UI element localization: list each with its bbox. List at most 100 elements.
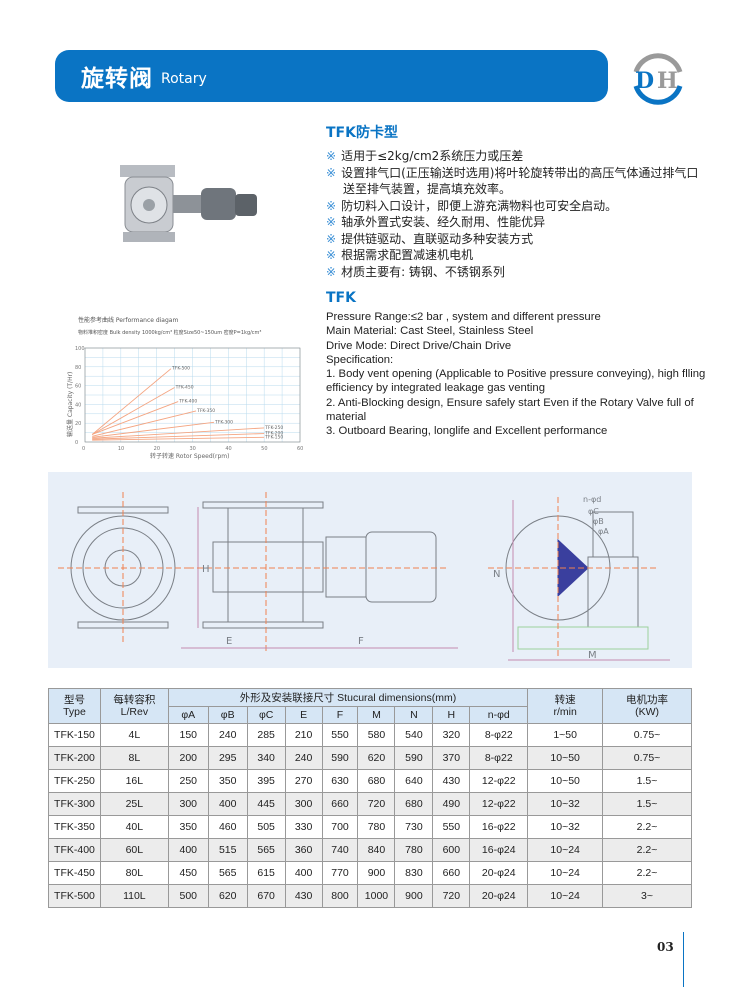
table-cell: 2.2~ [602,838,692,862]
table-cell: 10~24 [527,884,604,908]
table-cell: 10~32 [527,815,604,839]
label-H: H [202,564,210,575]
x-tick-label: 0 [82,446,85,452]
table-row: TFK-500 110L 500 620 670 430 800 1000 900 720 20-φ… [48,884,692,908]
table-cell: 0.75~ [602,723,692,747]
spec-line: 2. Anti-Blocking design, Ensure safely s… [326,396,694,424]
feature-item: ※ 材质主要有: 铸钢、不锈钢系列 [326,264,706,281]
table-cell: TFK-300 [48,792,101,816]
svg-text:H: H [657,68,678,94]
side-view [181,492,458,652]
table-cell: 12-φ22 [469,769,529,793]
table-cell: 780 [394,838,434,862]
series-label: TFK-450 [175,384,194,390]
label-E: E [226,636,232,647]
section-banner: 旋转阀 Rotary [55,50,608,102]
col-dim: E [284,706,323,724]
table-cell: 3~ [602,884,692,908]
table-row: TFK-400 60L 400 515 565 360 740 840 780 600 16-φ24… [48,838,692,862]
table-cell: TFK-450 [48,861,101,885]
feature-item: ※ 根据需求配置减速机电机 [326,247,706,264]
table-cell: 590 [321,746,359,770]
series-line [92,436,265,441]
feature-item: ※ 提供链驱动、直联驱动多种安装方式 [326,231,706,248]
table-cell: 400 [167,838,209,862]
section-title-en: Rotary [161,71,207,87]
table-row: TFK-200 8L 200 295 340 240 590 620 590 370 8-φ22 10… [48,746,692,770]
label-B: φB [593,517,604,526]
table-cell: 680 [394,792,434,816]
label-M: M [588,650,597,661]
bullet-mark: ※ [326,149,337,163]
table-cell: 540 [394,723,434,747]
table-cell: 0.75~ [602,746,692,770]
col-dim: H [432,706,471,724]
col-dim: n-φd [469,706,529,724]
table-cell: 660 [321,792,359,816]
table-cell: 600 [432,838,471,862]
feature-item: ※ 防切料入口设计，即便上游充满物料也可安全启动。 [326,198,706,215]
table-cell: 10~50 [527,769,604,793]
series-line [92,433,265,440]
feature-text: 提供链驱动、直联驱动多种安装方式 [341,231,534,246]
col-dim: φC [246,706,286,724]
series-line [92,401,179,435]
table-cell: 16L [99,769,169,793]
series-line [91,387,175,435]
table-row: TFK-350 40L 350 460 505 330 700 780 730 550 16-φ22… [48,815,692,839]
table-cell: 16-φ24 [469,838,529,862]
spec-line: Main Material: Cast Steel, Stainless Ste… [326,325,534,338]
table-cell: 10~24 [527,838,604,862]
specs-list: Pressure Range:≤2 bar , system and diffe… [326,310,706,439]
feature-text: 根据需求配置减速机电机 [341,248,474,262]
series-line [92,410,197,437]
table-cell: 660 [432,861,471,885]
table-cell: 80L [99,861,169,885]
table-cell: 25L [99,792,169,816]
x-tick-label: 50 [261,446,267,452]
table-cell: TFK-350 [48,815,101,839]
table-cell: 40L [99,815,169,839]
diagram-title: 性能参考曲线 Performance diagam [78,316,178,324]
col-volume: 每转容积 L/Rev [99,688,169,724]
series-label: TFK-350 [196,408,215,414]
feature-item: ※ 轴承外置式安装、经久耐用、性能优异 [326,214,706,231]
spec-line: Drive Mode: Direct Drive/Chain Drive [326,339,512,352]
series-line [91,368,172,435]
table-cell: 20-φ24 [469,884,529,908]
table-cell: 320 [432,723,471,747]
table-cell: 615 [246,861,286,885]
series-label: TFK-150 [264,434,283,440]
series-line [92,421,215,438]
feature-text: 设置排气口(正压输送时选用)将叶轮旋转带出的高压气体通过排气口送至排气装置，提高… [341,165,699,197]
bullet-mark: ※ [326,165,337,180]
table-cell: 460 [207,815,248,839]
table-cell: 270 [284,769,323,793]
x-tick-label: 10 [118,446,124,452]
table-cell: 16-φ22 [469,815,529,839]
table-row: TFK-150 4L 150 240 285 210 550 580 540 320 8-φ22 1~… [48,723,692,747]
rotary-valve-photo [120,165,257,242]
dh-logo: D H [633,53,683,105]
col-dim: φB [207,706,248,724]
table-cell: 450 [167,861,209,885]
bullet-mark: ※ [326,264,337,279]
table-cell: 780 [357,815,396,839]
table-cell: 395 [246,769,286,793]
table-cell: 640 [394,769,434,793]
col-dim: M [357,706,396,724]
col-speed: 转速 r/min [527,688,604,724]
label-N: N [493,569,500,580]
table-cell: 300 [167,792,209,816]
table-cell: 580 [357,723,396,747]
y-axis-label: 输送量 Capacity (T/Hr) [66,372,74,437]
feature-item: ※ 适用于≤2kg/cm2系统压力或压差 [326,148,706,165]
col-dim: φA [167,706,209,724]
table-cell: 830 [394,861,434,885]
table-cell: 900 [357,861,396,885]
table-cell: TFK-500 [48,884,101,908]
bullet-mark: ※ [326,198,337,213]
table-cell: 550 [432,815,471,839]
table-cell: 565 [246,838,286,862]
col-dimensions: 外形及安装联接尺寸 Stucural dimensions(mm) [167,688,529,707]
